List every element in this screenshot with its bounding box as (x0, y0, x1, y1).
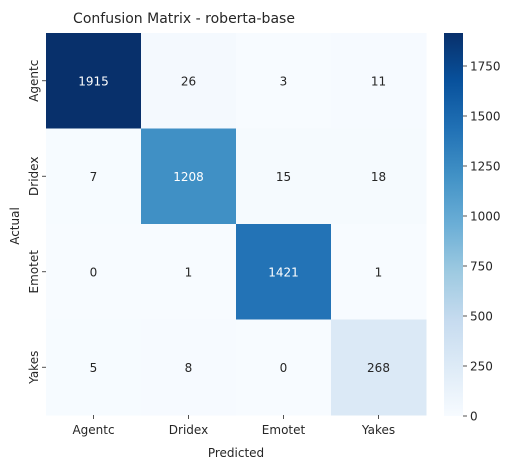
cell-value-label: 18 (371, 170, 386, 184)
cell-value-label: 5 (90, 361, 98, 375)
cell-value-label: 7 (90, 170, 98, 184)
colorbar-tick-label: 0 (470, 410, 478, 424)
colorbar-tick-label: 750 (470, 260, 493, 274)
colorbar-tick-label: 1750 (470, 60, 501, 74)
x-tick-label: Dridex (169, 423, 208, 437)
cell-value-label: 1915 (78, 74, 109, 88)
y-tick-label: Yakes (27, 351, 41, 385)
cell-value-label: 1 (375, 265, 383, 279)
cell-value-label: 0 (280, 361, 288, 375)
x-tick-label: Emotet (262, 423, 306, 437)
colorbar-tick-label: 1250 (470, 160, 501, 174)
y-tick-label: Agentc (27, 60, 41, 102)
cell-value-label: 1208 (173, 170, 204, 184)
cell-value-label: 15 (276, 170, 291, 184)
x-tick-label: Yakes (361, 423, 395, 437)
y-tick-label: Dridex (27, 157, 41, 196)
x-axis: Agentc Dridex Emotet Yakes (72, 415, 395, 437)
colorbar: 0 250 500 750 1000 1250 1500 1750 (444, 33, 501, 424)
chart-title: Confusion Matrix - roberta-base (73, 11, 295, 27)
colorbar-tick-label: 1000 (470, 210, 501, 224)
y-axis: Agentc Dridex Emotet Yakes (27, 60, 46, 385)
cell-value-label: 8 (185, 361, 193, 375)
cell-value-label: 11 (371, 74, 386, 88)
x-axis-label: Predicted (208, 446, 264, 460)
x-tick-label: Agentc (72, 423, 114, 437)
colorbar-tick-label: 1500 (470, 110, 501, 124)
colorbar-tick-label: 500 (470, 310, 493, 324)
y-axis-label: Actual (8, 207, 22, 245)
cell-value-label: 3 (280, 74, 288, 88)
cell-value-label: 268 (367, 361, 390, 375)
y-tick-label: Emotet (27, 250, 41, 294)
cell-value-label: 1 (185, 265, 193, 279)
colorbar-gradient (444, 33, 463, 416)
cell-value-label: 0 (90, 265, 98, 279)
heatmap-cells (46, 33, 427, 416)
cell-value-label: 26 (181, 74, 196, 88)
colorbar-tick-label: 250 (470, 360, 493, 374)
cell-value-label: 1421 (268, 265, 299, 279)
